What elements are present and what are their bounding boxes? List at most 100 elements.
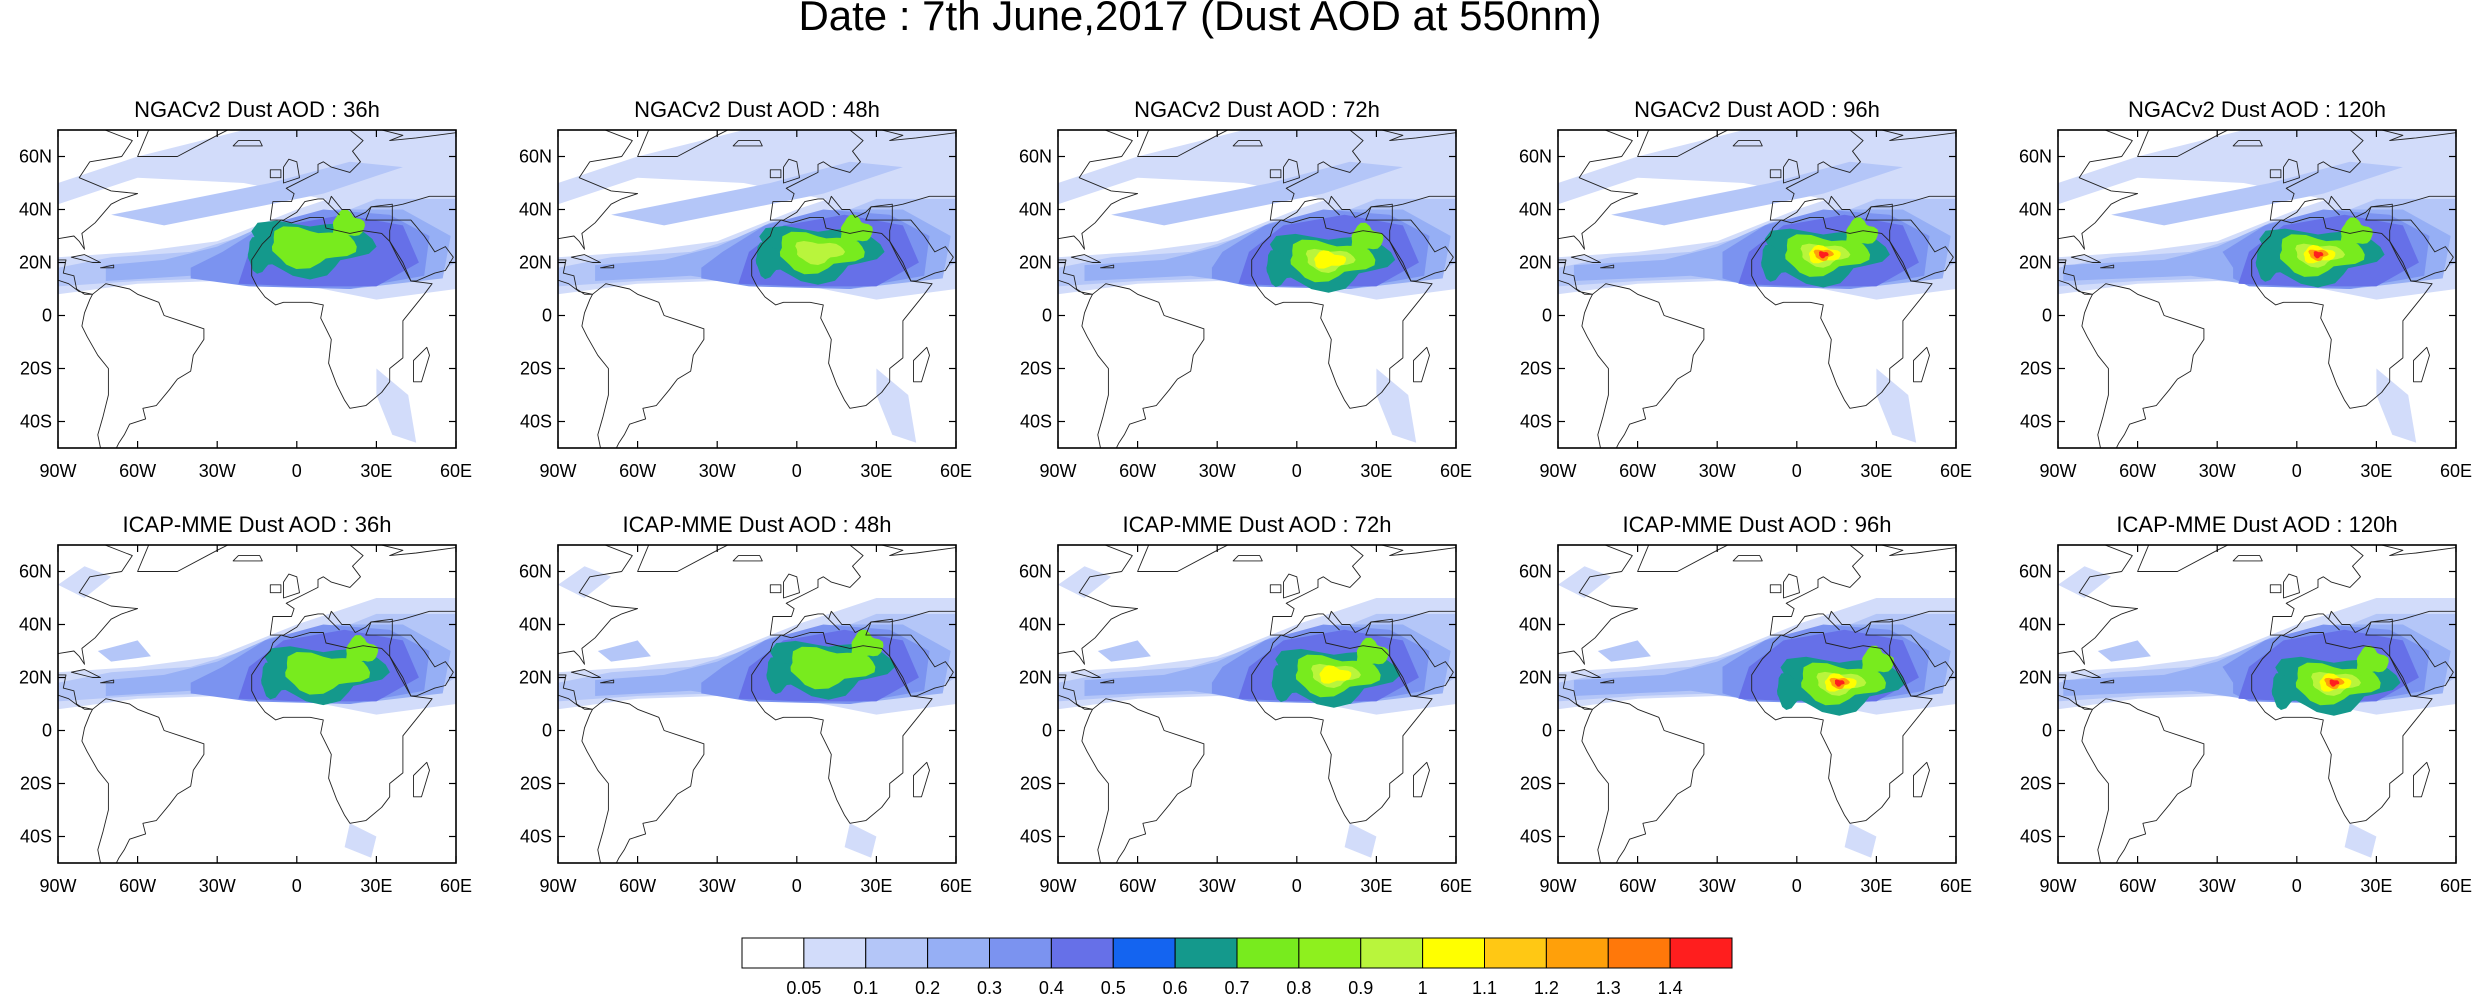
aod-contour — [1844, 823, 1877, 858]
panel-title: ICAP-MME Dust AOD : 48h — [623, 512, 892, 537]
aod-contour — [97, 640, 151, 662]
coastline — [1283, 573, 1300, 599]
coastline — [769, 169, 782, 179]
coastline — [137, 130, 229, 157]
coastline — [600, 679, 615, 684]
aod-contour — [558, 130, 956, 205]
map-frame — [557, 129, 957, 449]
aod-contour — [1611, 161, 1903, 226]
aod-contour — [376, 368, 417, 443]
lon-tick-label: 0 — [1792, 461, 1802, 481]
lon-tick-label: 30E — [1360, 461, 1392, 481]
coastline — [769, 545, 956, 636]
colorbar-label: 0.6 — [1163, 978, 1188, 994]
colorbar-swatch — [927, 937, 990, 969]
lat-tick-label: 20S — [520, 774, 552, 794]
coastline — [365, 618, 393, 636]
coastline — [1070, 254, 1101, 263]
coastline — [889, 219, 954, 282]
coastline — [1137, 545, 1229, 572]
aod-contour — [1834, 679, 1845, 687]
colorbar-swatch — [1360, 937, 1424, 969]
coastline — [1570, 669, 1601, 678]
coastline — [2269, 130, 2456, 221]
colorbar-label: 0.05 — [786, 978, 821, 994]
coastline — [769, 584, 782, 594]
coastline — [2251, 632, 2433, 824]
lon-tick-label: 60E — [2440, 461, 2472, 481]
coastline — [1100, 264, 1115, 269]
lon-tick-label: 0 — [1292, 876, 1302, 896]
coastline — [1070, 669, 1101, 678]
coastline — [2081, 698, 2205, 863]
coastline — [1100, 679, 1115, 684]
colorbar-swatch — [1174, 937, 1238, 969]
lat-tick-label: 20N — [1019, 668, 1052, 688]
coastline — [1865, 618, 1893, 636]
lat-tick-label: 0 — [542, 721, 552, 741]
lon-tick-label: 30W — [699, 461, 736, 481]
map-frame — [1557, 544, 1957, 864]
coastline — [1389, 634, 1454, 697]
colorbar-swatch — [1545, 937, 1609, 969]
lat-tick-label: 60N — [2019, 562, 2052, 582]
lon-tick-label: 0 — [2292, 876, 2302, 896]
coastline — [2137, 545, 2229, 572]
colorbar-swatch — [741, 937, 805, 969]
aod-contour — [1777, 673, 1809, 710]
aod-contour — [1356, 637, 1389, 668]
lat-tick-label: 40N — [1519, 615, 1552, 635]
lat-tick-label: 40N — [519, 200, 552, 220]
lat-tick-label: 20S — [1020, 359, 1052, 379]
panel-title: ICAP-MME Dust AOD : 72h — [1123, 512, 1392, 537]
coastline — [251, 632, 433, 824]
lat-tick-label: 20S — [1520, 774, 1552, 794]
lat-tick-label: 40S — [1520, 412, 1552, 432]
lat-tick-label: 40N — [19, 200, 52, 220]
colorbar-swatch — [1422, 937, 1485, 969]
lon-tick-label: 90W — [39, 461, 76, 481]
lat-tick-label: 20N — [1519, 253, 1552, 273]
lat-tick-label: 40N — [2019, 200, 2052, 220]
coastline — [1269, 584, 1282, 594]
colorbar-swatch — [1298, 937, 1362, 969]
colorbar-swatch — [803, 937, 867, 969]
coastline — [1058, 545, 1139, 710]
coastline — [269, 169, 282, 179]
colorbar-label: 0.2 — [915, 978, 940, 994]
coastline — [581, 283, 705, 448]
coastline — [1269, 169, 1282, 179]
lon-tick-label: 30E — [1860, 461, 1892, 481]
aod-contour — [58, 130, 456, 205]
colorbar-label: 0.1 — [853, 978, 878, 994]
coastline — [637, 130, 729, 157]
colorbar-label: 0.8 — [1286, 978, 1311, 994]
lat-tick-label: 0 — [1542, 721, 1552, 741]
coastline — [2058, 130, 2139, 295]
coastline — [2269, 169, 2282, 179]
coastline — [389, 634, 454, 697]
coastline — [1251, 216, 1433, 409]
lat-tick-label: 60N — [519, 562, 552, 582]
lon-tick-label: 30W — [199, 876, 236, 896]
colorbar-label: 1.2 — [1534, 978, 1559, 994]
lon-tick-label: 90W — [1539, 876, 1576, 896]
colorbar-label: 1.3 — [1596, 978, 1621, 994]
coastline — [1269, 130, 1456, 221]
coastline — [1783, 573, 1800, 599]
lon-tick-label: 60W — [2119, 461, 2156, 481]
coastline — [251, 216, 433, 409]
coastline — [2137, 130, 2229, 157]
aod-contour — [1058, 566, 1112, 598]
lon-tick-label: 0 — [1792, 876, 1802, 896]
lat-tick-label: 40S — [520, 412, 552, 432]
dust-aod-field — [58, 130, 456, 448]
aod-contour — [1097, 640, 1151, 662]
dust-aod-field — [558, 130, 956, 448]
lon-tick-label: 60W — [1119, 461, 1156, 481]
colorbar-swatch — [1050, 937, 1114, 969]
coastline — [1232, 140, 1263, 147]
aod-contour — [2058, 130, 2456, 205]
aod-contour — [876, 368, 917, 443]
